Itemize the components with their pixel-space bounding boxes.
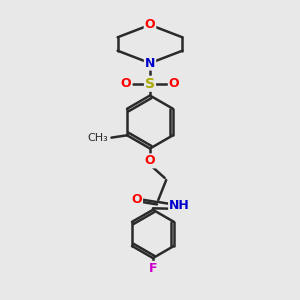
Text: NH: NH [169, 199, 190, 212]
Text: S: S [145, 77, 155, 91]
Text: CH₃: CH₃ [87, 133, 108, 143]
Text: F: F [149, 262, 157, 275]
Text: O: O [145, 154, 155, 167]
Text: O: O [131, 193, 142, 206]
Text: N: N [145, 57, 155, 70]
Text: O: O [145, 18, 155, 32]
Text: O: O [121, 77, 131, 90]
Text: O: O [169, 77, 179, 90]
